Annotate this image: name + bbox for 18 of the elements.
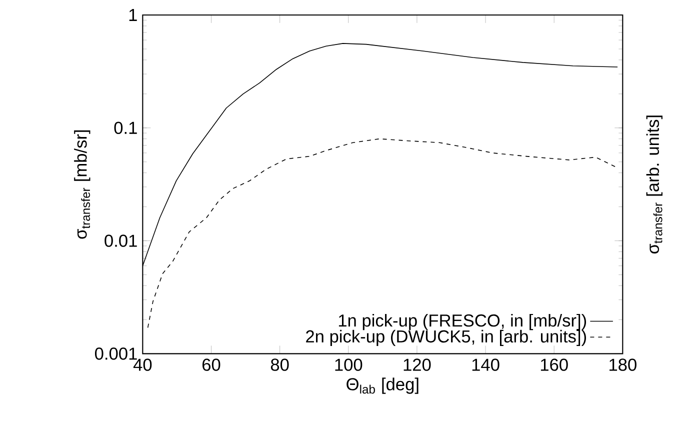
x-tick-label: 40 (133, 358, 152, 371)
x-tick-label: 140 (472, 358, 500, 371)
x-tick-label: 100 (335, 358, 362, 371)
y2-axis-title: σ$_{transfer}$ [arb. units] (646, 116, 662, 254)
legend-label: 1n pick-up (FRESCO, in [mb/sr]) (338, 314, 586, 330)
y-tick-label: 0.001 (94, 348, 137, 360)
x-tick-label: 80 (270, 358, 289, 371)
x-axis-title: Θ$_{lab}$ [deg] (346, 378, 418, 394)
x-tick-label: 60 (202, 358, 220, 371)
y-tick-label: 0.1 (114, 122, 137, 134)
x-tick-label: 180 (610, 358, 636, 371)
y-tick-label: 1 (129, 9, 137, 21)
y-axis-title: σ$_{transfer}$ [mb/sr] (74, 130, 90, 239)
legend-label: 2n pick-up (DWUCK5, in [arb. units]) (306, 330, 586, 346)
x-tick-label: 120 (404, 358, 431, 371)
line-series (147, 138, 616, 328)
y-tick-label: 0.01 (104, 234, 137, 247)
x-tick-label: 160 (540, 358, 568, 371)
